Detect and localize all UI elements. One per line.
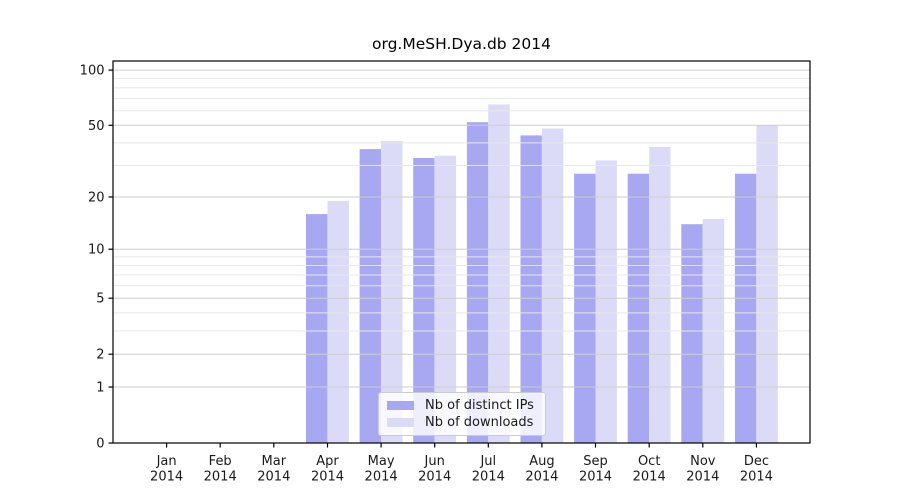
legend-item-downloads: Nb of downloads	[387, 415, 537, 430]
x-tick-year-dec: 2014	[740, 470, 773, 485]
bar-downloads-may	[381, 141, 403, 443]
bar-downloads-oct	[649, 147, 671, 443]
bar-downloads-sep	[595, 160, 617, 443]
y-tick-label-5: 5	[96, 292, 104, 307]
x-tick-year-feb: 2014	[204, 470, 237, 485]
x-tick-year-jun: 2014	[418, 470, 451, 485]
bar-distinct-ips-aug	[520, 135, 542, 443]
bar-distinct-ips-jun	[413, 158, 435, 443]
bar-distinct-ips-may	[359, 149, 381, 443]
x-tick-label-apr: Apr	[316, 454, 339, 469]
y-tick-label-20: 20	[88, 191, 105, 206]
y-tick-label-2: 2	[96, 348, 104, 363]
x-tick-year-jul: 2014	[472, 470, 505, 485]
y-tick-label-1: 1	[96, 381, 104, 396]
x-tick-label-mar: Mar	[262, 454, 287, 469]
bar-distinct-ips-dec	[734, 173, 757, 443]
bar-distinct-ips-sep	[574, 173, 596, 443]
legend-swatch-downloads	[387, 418, 414, 427]
bar-downloads-jul	[488, 104, 510, 443]
y-tick-label-0: 0	[96, 437, 104, 452]
bar-downloads-dec	[756, 125, 778, 444]
y-tick-label-50: 50	[88, 119, 105, 134]
x-tick-label-jan: Jan	[156, 454, 177, 469]
x-tick-year-oct: 2014	[633, 470, 666, 485]
x-tick-label-may: May	[368, 454, 395, 469]
x-tick-year-nov: 2014	[686, 470, 719, 485]
bar-distinct-ips-jul	[466, 122, 489, 443]
x-tick-year-jan: 2014	[150, 470, 183, 485]
x-tick-year-apr: 2014	[311, 470, 344, 485]
chart-title: org.MeSH.Dya.db 2014	[372, 35, 551, 53]
x-tick-year-mar: 2014	[257, 470, 290, 485]
x-tick-label-aug: Aug	[529, 454, 554, 469]
x-tick-label-nov: Nov	[690, 454, 716, 469]
x-tick-year-sep: 2014	[579, 470, 612, 485]
bar-distinct-ips-oct	[627, 173, 650, 443]
bar-downloads-apr	[327, 200, 349, 443]
y-tick-label-100: 100	[80, 64, 105, 79]
x-tick-label-oct: Oct	[638, 454, 660, 469]
bar-distinct-ips-apr	[306, 214, 328, 443]
legend-label-distinct-ips: Nb of distinct IPs	[425, 398, 534, 413]
legend: Nb of distinct IPs Nb of downloads	[378, 392, 546, 436]
x-tick-label-dec: Dec	[744, 454, 769, 469]
x-tick-year-aug: 2014	[525, 470, 558, 485]
x-tick-year-may: 2014	[365, 470, 398, 485]
legend-item-distinct-ips: Nb of distinct IPs	[387, 398, 537, 413]
y-tick-label-10: 10	[88, 243, 105, 258]
bar-downloads-jun	[434, 155, 457, 443]
plot-border	[112, 60, 811, 444]
x-tick-label-feb: Feb	[209, 454, 232, 469]
legend-label-downloads: Nb of downloads	[425, 415, 534, 430]
legend-swatch-distinct-ips	[387, 401, 414, 410]
bar-distinct-ips-nov	[681, 224, 703, 443]
x-tick-label-jun: Jun	[424, 454, 445, 469]
x-tick-label-sep: Sep	[583, 454, 608, 469]
x-tick-label-jul: Jul	[479, 454, 496, 469]
